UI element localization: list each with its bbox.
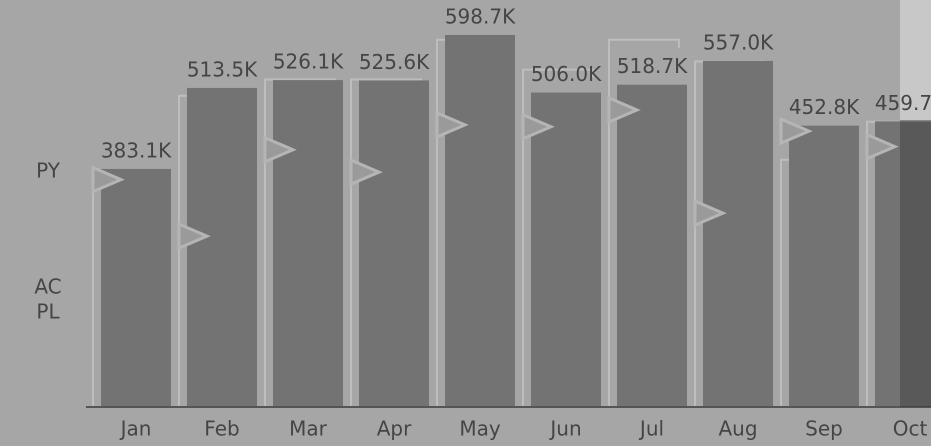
dim-overlay: [900, 120, 931, 407]
x-tick-label: Jun: [548, 417, 581, 441]
bar: [531, 92, 601, 408]
legend-ac: AC: [34, 275, 61, 299]
bar: [101, 168, 171, 407]
legend-py: PY: [36, 159, 61, 183]
bar: [359, 80, 429, 408]
x-tick-label: Sep: [805, 417, 843, 441]
py-marker: [865, 132, 899, 161]
value-label: 525.6K: [359, 50, 430, 74]
value-label: 526.1K: [273, 50, 344, 74]
x-tick-label: May: [459, 417, 501, 441]
py-marker: [349, 157, 383, 187]
value-label: 557.0K: [703, 30, 774, 54]
x-tick-label: Mar: [289, 417, 328, 441]
py-marker: [91, 165, 125, 194]
value-label: 452.8K: [789, 95, 860, 119]
py-marker: [779, 116, 813, 146]
bar: [703, 60, 773, 408]
value-label: 459.7K: [875, 91, 931, 115]
bar: [445, 34, 515, 407]
pl-bracket: [522, 68, 594, 407]
bar: [187, 87, 257, 407]
x-tick-label: Apr: [377, 417, 412, 441]
bar: [273, 80, 343, 407]
value-label: 506.0K: [531, 62, 602, 86]
pl-bracket: [608, 38, 680, 407]
x-tick-label: Jan: [119, 417, 152, 441]
py-marker: [177, 221, 211, 251]
py-marker: [435, 110, 469, 140]
value-label: 513.5K: [187, 57, 258, 81]
x-tick-label: Jul: [638, 417, 664, 441]
value-label: 518.7K: [617, 54, 688, 78]
py-marker: [607, 95, 641, 125]
value-label: 383.1K: [101, 138, 172, 162]
bar: [875, 121, 931, 407]
x-tick-label: Aug: [718, 417, 757, 441]
x-tick-label: Feb: [204, 417, 239, 441]
bar: [789, 125, 859, 407]
x-tick-label: Oct: [893, 417, 928, 441]
background-strip: [900, 0, 931, 120]
py-marker: [521, 112, 555, 142]
py-marker: [263, 135, 297, 165]
value-label: 598.7K: [445, 4, 516, 28]
legend-pl: PL: [36, 300, 60, 324]
bar: [617, 84, 687, 407]
py-marker: [693, 198, 727, 228]
